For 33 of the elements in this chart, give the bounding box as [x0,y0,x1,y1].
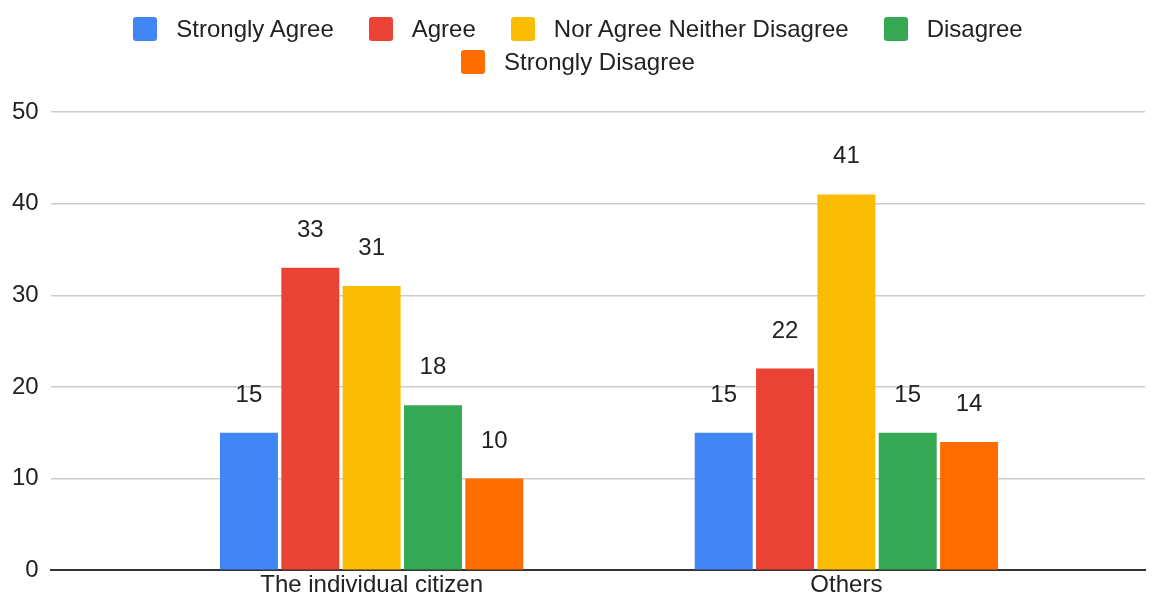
x-tick-label: Others [810,570,883,598]
data-label: 22 [771,315,799,343]
bar [342,286,401,570]
data-label: 33 [296,214,324,242]
data-label: 15 [235,379,263,407]
data-label: 15 [710,379,738,407]
x-tick-label: The individual citizen [260,570,484,598]
bar [940,441,999,570]
bar [403,405,462,570]
data-label: 41 [833,141,860,169]
bar [694,432,753,570]
data-label: 18 [419,352,447,380]
y-tick-label: 30 [11,279,39,307]
legend-label: Disagree [926,15,1023,42]
bar [878,432,937,570]
y-tick-label: 50 [11,96,39,124]
legend-label: Strongly Agree [176,15,334,42]
data-label: 10 [480,425,508,453]
y-tick-label: 0 [25,554,39,582]
data-label: 14 [955,388,983,416]
data-label: 15 [894,379,922,407]
bar [817,194,876,570]
bar [756,368,815,570]
legend-label: Strongly Disagree [504,48,695,75]
y-tick-label: 40 [11,188,39,216]
bar [281,267,340,570]
y-tick-label: 10 [11,463,39,491]
data-label: 31 [358,233,385,261]
bar [219,432,278,570]
y-tick-label: 20 [11,371,39,399]
bar [465,478,524,570]
legend-label: Agree [411,15,476,42]
legend-label: Nor Agree Neither Disagree [553,15,849,42]
